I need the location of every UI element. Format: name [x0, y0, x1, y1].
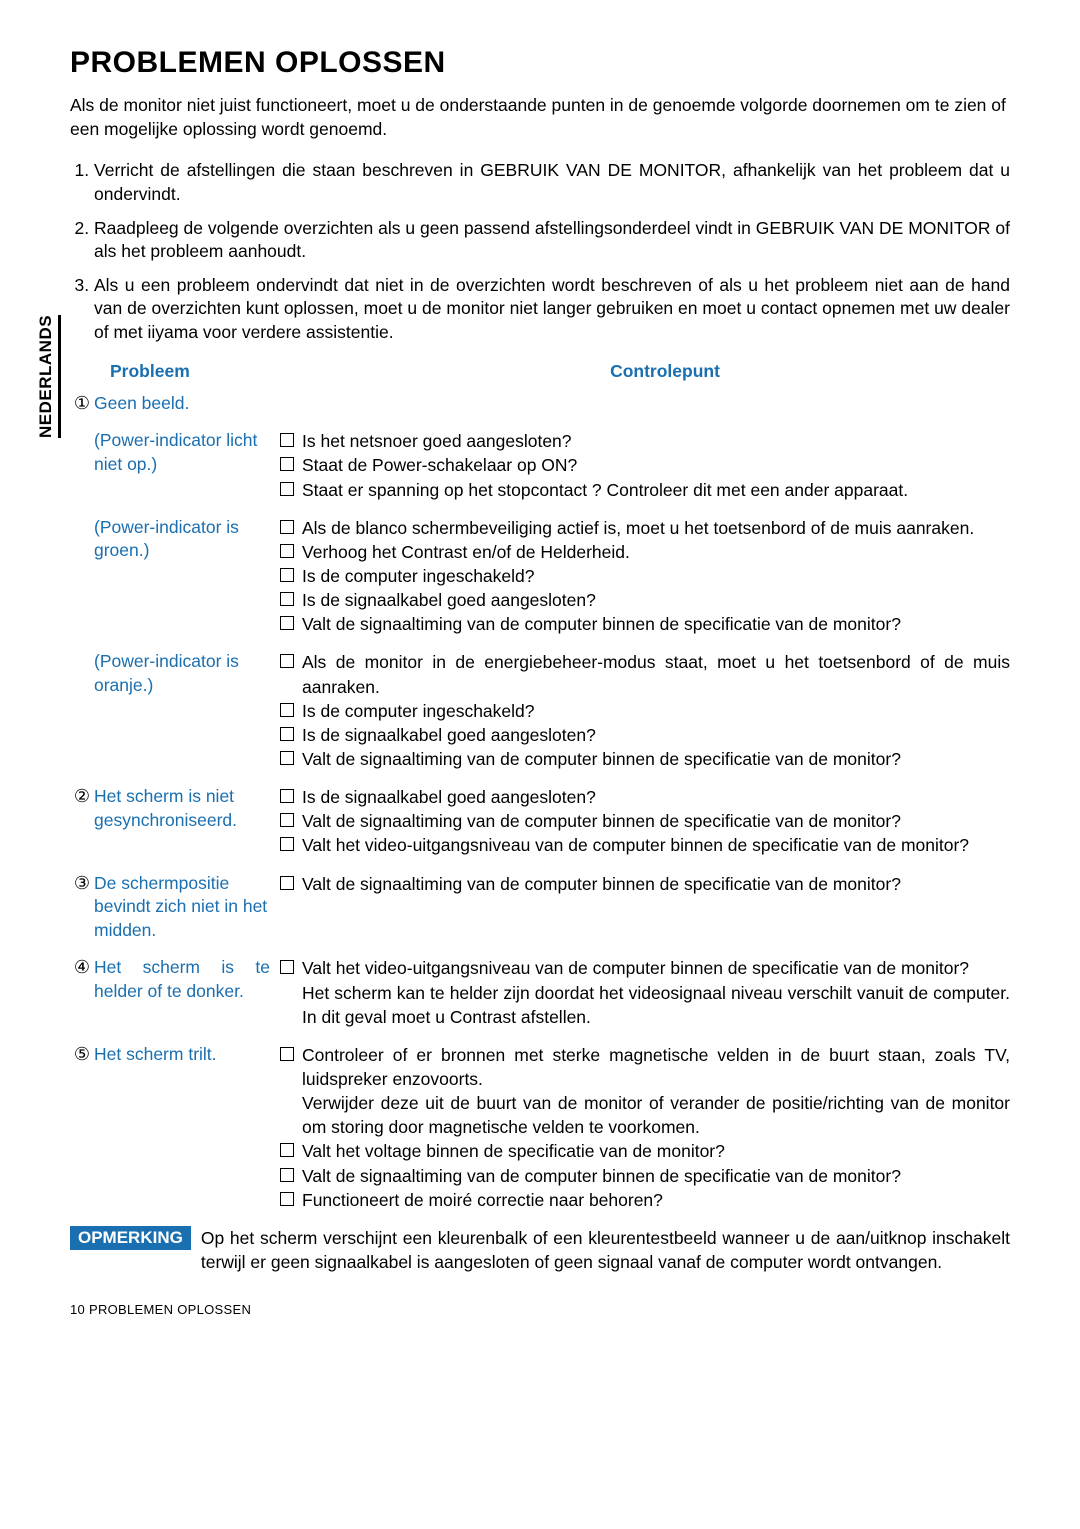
control-line: Is de computer ingeschakeld?: [280, 699, 1010, 723]
control-line: Valt de signaaltiming van de computer bi…: [280, 809, 1010, 833]
control-line: Is het netsnoer goed aangesloten?: [280, 429, 1010, 453]
problem-cell: Het scherm trilt.: [94, 1043, 280, 1067]
control-line: Valt het video-uitgangsniveau van de com…: [280, 833, 1010, 857]
control-line: Valt de signaaltiming van de computer bi…: [280, 872, 1010, 896]
problem-cell: (Power-indicator licht niet op.): [94, 429, 280, 476]
control-line: Als de monitor in de energiebeheer-modus…: [280, 650, 1010, 698]
row-number: ①: [70, 393, 94, 414]
control-line: Valt de signaaltiming van de computer bi…: [280, 1164, 1010, 1188]
control-line: Als de blanco schermbeveiliging actief i…: [280, 516, 1010, 540]
table-row: ②Het scherm is niet gesynchroniseerd.Is …: [70, 785, 1010, 857]
col-problem: Probleem: [110, 361, 320, 382]
row-number: ④: [70, 957, 94, 978]
problem-cell: (Power-indicator is groen.): [94, 516, 280, 563]
control-cell: Is de signaalkabel goed aangesloten?Valt…: [280, 785, 1010, 857]
page-footer: 10 PROBLEMEN OPLOSSEN: [70, 1302, 1010, 1317]
problem-cell: Geen beeld.: [94, 392, 280, 416]
control-line: Is de signaalkabel goed aangesloten?: [280, 785, 1010, 809]
troubleshoot-rows: ①Geen beeld. (Power-indicator licht niet …: [70, 392, 1010, 1212]
table-row: ⑤Het scherm trilt.Controleer of er bronn…: [70, 1043, 1010, 1212]
problem-cell: De schermpositie bevindt zich niet in he…: [94, 872, 280, 943]
table-row: ①Geen beeld.: [70, 392, 1010, 416]
note-tag: OPMERKING: [70, 1226, 191, 1250]
control-line: Functioneert de moiré correctie naar beh…: [280, 1188, 1010, 1212]
control-cell: Controleer of er bronnen met sterke magn…: [280, 1043, 1010, 1212]
control-line: Verhoog het Contrast en/of de Helderheid…: [280, 540, 1010, 564]
control-cell: Valt de signaaltiming van de computer bi…: [280, 872, 1010, 896]
step-item: Raadpleeg de volgende overzichten als u …: [94, 217, 1010, 264]
table-row: (Power-indicator licht niet op.)Is het n…: [70, 429, 1010, 501]
control-line: Staat er spanning op het stopcontact ? C…: [280, 478, 1010, 502]
table-headers: Probleem Controlepunt: [70, 361, 1010, 382]
problem-cell: (Power-indicator is oranje.): [94, 650, 280, 697]
note-text: Op het scherm verschijnt een kleurenbalk…: [201, 1226, 1010, 1274]
note-box: OPMERKING Op het scherm verschijnt een k…: [70, 1226, 1010, 1274]
problem-cell: Het scherm is te helder of te donker.: [94, 956, 280, 1003]
col-control: Controlepunt: [320, 361, 1010, 382]
control-cell: Als de monitor in de energiebeheer-modus…: [280, 650, 1010, 771]
control-line: Controleer of er bronnen met sterke magn…: [280, 1043, 1010, 1091]
control-line: Valt het voltage binnen de specificatie …: [280, 1139, 1010, 1163]
table-row: (Power-indicator is groen.)Als de blanco…: [70, 516, 1010, 637]
row-number: ③: [70, 873, 94, 894]
control-line: Valt de signaaltiming van de computer bi…: [280, 747, 1010, 771]
intro-paragraph: Als de monitor niet juist functioneert, …: [70, 94, 1010, 141]
step-item: Als u een probleem ondervindt dat niet i…: [94, 274, 1010, 345]
table-row: ③De schermpositie bevindt zich niet in h…: [70, 872, 1010, 943]
control-cell: Valt het video-uitgangsniveau van de com…: [280, 956, 1010, 1028]
control-line: Is de signaalkabel goed aangesloten?: [280, 588, 1010, 612]
side-language-tab: NEDERLANDS: [36, 315, 61, 438]
control-line: Verwijder deze uit de buurt van de monit…: [280, 1091, 1010, 1139]
control-line: Is de signaalkabel goed aangesloten?: [280, 723, 1010, 747]
control-cell: Is het netsnoer goed aangesloten?Staat d…: [280, 429, 1010, 501]
table-row: ④Het scherm is te helder of te donker.Va…: [70, 956, 1010, 1028]
page: PROBLEMEN OPLOSSEN Als de monitor niet j…: [0, 0, 1080, 1347]
row-number: ⑤: [70, 1044, 94, 1065]
control-line: Valt het video-uitgangsniveau van de com…: [280, 956, 1010, 980]
steps-list: Verricht de afstellingen die staan besch…: [70, 159, 1010, 344]
control-line: Staat de Power-schakelaar op ON?: [280, 453, 1010, 477]
control-cell: Als de blanco schermbeveiliging actief i…: [280, 516, 1010, 637]
page-title: PROBLEMEN OPLOSSEN: [70, 46, 1010, 80]
problem-cell: Het scherm is niet gesynchroniseerd.: [94, 785, 280, 832]
control-line: Het scherm kan te helder zijn doordat he…: [280, 981, 1010, 1029]
control-line: Is de computer ingeschakeld?: [280, 564, 1010, 588]
row-number: ②: [70, 786, 94, 807]
step-item: Verricht de afstellingen die staan besch…: [94, 159, 1010, 206]
control-line: Valt de signaaltiming van de computer bi…: [280, 612, 1010, 636]
table-row: (Power-indicator is oranje.)Als de monit…: [70, 650, 1010, 771]
